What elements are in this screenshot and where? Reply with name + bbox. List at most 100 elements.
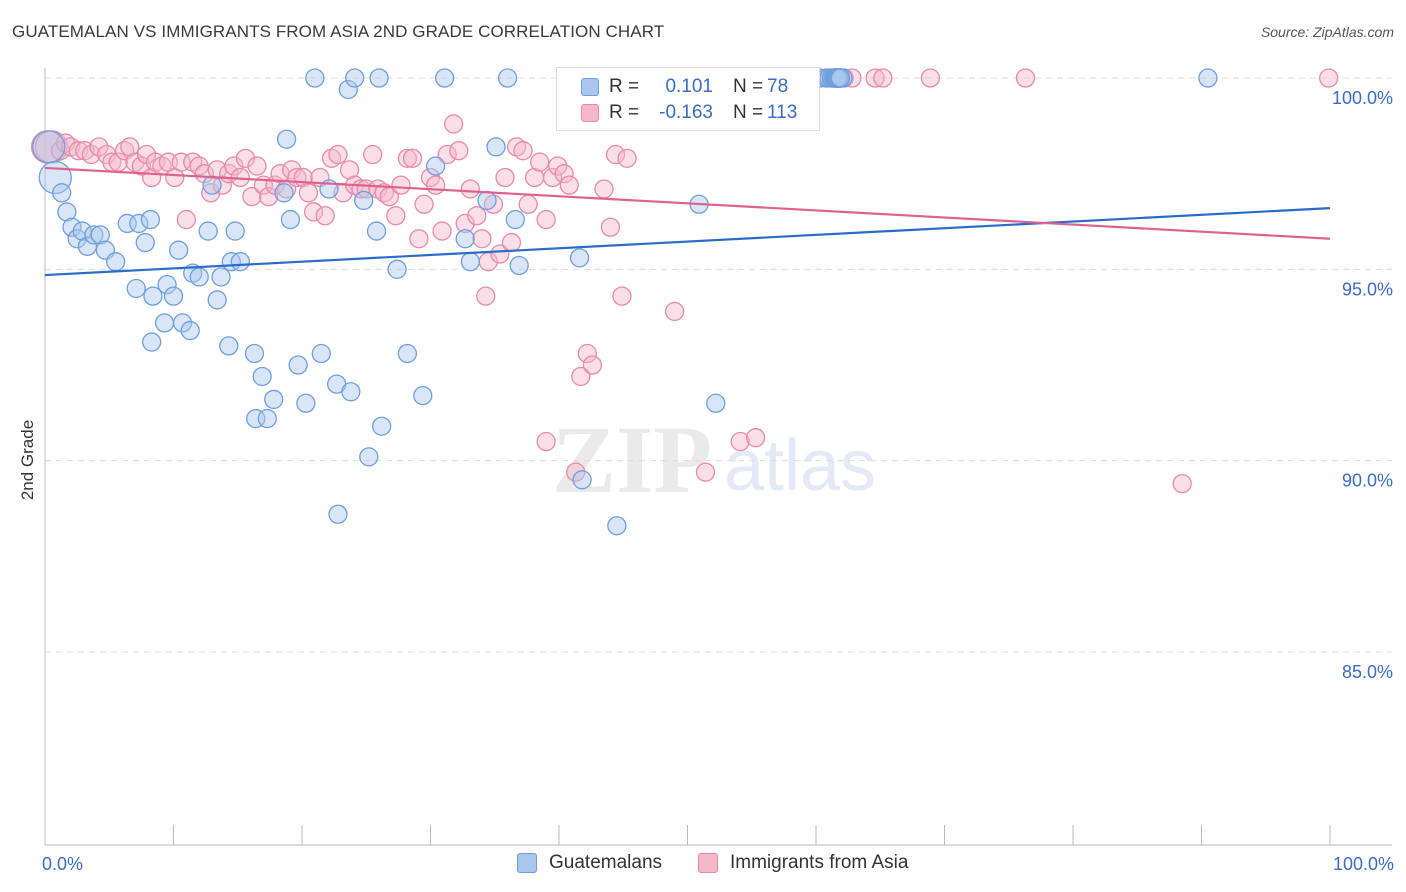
y-tick-label: 100.0% bbox=[1332, 88, 1393, 108]
point-guatemalans bbox=[425, 156, 446, 176]
point-guatemalans bbox=[338, 79, 358, 100]
point-immigrants-asia bbox=[328, 144, 348, 165]
trend-line-immigrants-asia bbox=[44, 166, 1331, 240]
point-immigrants-asia bbox=[303, 202, 324, 222]
point-guatemalans bbox=[257, 408, 277, 429]
point-immigrants-asia bbox=[665, 301, 685, 322]
point-immigrants-asia bbox=[501, 232, 522, 253]
point-guatemalans bbox=[264, 389, 284, 410]
point-immigrants-asia bbox=[235, 148, 256, 169]
point-guatemalans bbox=[168, 240, 189, 260]
legend-row-immigrants-asia: R = -0.163 N = 113 bbox=[557, 100, 797, 126]
point-guatemalans bbox=[140, 209, 161, 230]
x-tick-label-right: 100.0% bbox=[1333, 854, 1394, 874]
point-immigrants-asia bbox=[745, 428, 766, 448]
point-guatemalans bbox=[77, 236, 98, 257]
point-guatemalans bbox=[180, 320, 200, 341]
point-immigrants-asia bbox=[513, 141, 533, 161]
point-guatemalans bbox=[509, 255, 529, 276]
legend-swatch-immigrants-asia bbox=[698, 853, 718, 873]
series-legend: Guatemalans Immigrants from Asia bbox=[0, 852, 1406, 876]
point-guatemalans bbox=[359, 447, 379, 467]
point-guatemalans bbox=[477, 190, 497, 211]
point-immigrants-asia bbox=[582, 355, 603, 375]
point-immigrants-asia bbox=[242, 186, 262, 207]
point-guatemalans bbox=[296, 393, 316, 413]
trend-layer bbox=[44, 166, 1331, 277]
point-guatemalans bbox=[372, 416, 392, 436]
point-guatemalans bbox=[369, 68, 389, 88]
point-immigrants-asia bbox=[530, 152, 550, 172]
point-guatemalans bbox=[328, 504, 348, 524]
point-immigrants-asia bbox=[594, 179, 614, 199]
point-immigrants-asia bbox=[559, 175, 579, 195]
point-immigrants-asia bbox=[315, 206, 335, 226]
point-immigrants-asia bbox=[865, 68, 885, 88]
point-immigrants-asia bbox=[339, 160, 360, 180]
point-guatemalans bbox=[572, 470, 592, 490]
legend-swatch-pink bbox=[581, 104, 599, 122]
point-guatemalans bbox=[830, 68, 851, 88]
legend-n-value: 113 bbox=[767, 102, 798, 123]
point-immigrants-asia bbox=[612, 286, 632, 306]
point-guatemalans bbox=[252, 366, 272, 387]
point-immigrants-asia bbox=[472, 229, 492, 249]
point-guatemalans bbox=[397, 343, 418, 364]
point-guatemalans bbox=[341, 382, 361, 402]
point-immigrants-asia bbox=[89, 137, 109, 157]
point-immigrants-asia bbox=[460, 179, 480, 199]
point-immigrants-asia bbox=[605, 144, 626, 165]
point-guatemalans bbox=[460, 252, 480, 272]
point-immigrants-asia bbox=[1319, 68, 1339, 88]
point-guatemalans bbox=[84, 225, 104, 245]
point-immigrants-asia bbox=[571, 366, 591, 387]
point-guatemalans bbox=[486, 137, 506, 157]
legend-item-guatemalans[interactable]: Guatemalans bbox=[517, 852, 662, 874]
y-tick-label: 90.0% bbox=[1342, 471, 1393, 491]
point-immigrants-asia bbox=[1172, 473, 1192, 494]
point-immigrants-asia bbox=[542, 167, 563, 188]
point-guatemalans bbox=[189, 267, 209, 287]
point-immigrants-asia bbox=[920, 68, 941, 88]
point-immigrants-asia bbox=[81, 144, 101, 165]
point-guatemalans bbox=[57, 202, 77, 222]
y-tick-label: 95.0% bbox=[1342, 279, 1393, 299]
legend-n-value: 78 bbox=[767, 76, 789, 97]
point-immigrants-asia bbox=[391, 175, 411, 195]
point-guatemalans bbox=[387, 259, 407, 279]
point-immigrants-asia bbox=[617, 148, 637, 169]
point-immigrants-asia bbox=[554, 164, 574, 184]
point-guatemalans bbox=[142, 332, 162, 352]
point-guatemalans bbox=[305, 68, 325, 88]
source-label: Source: ZipAtlas.com bbox=[1260, 24, 1394, 40]
point-immigrants-asia bbox=[224, 156, 244, 176]
point-immigrants-asia bbox=[495, 167, 515, 188]
point-guatemalans bbox=[230, 252, 250, 272]
point-immigrants-asia bbox=[363, 144, 383, 165]
point-immigrants-asia bbox=[397, 148, 418, 169]
point-guatemalans bbox=[52, 183, 72, 203]
point-guatemalans bbox=[288, 355, 308, 375]
point-guatemalans bbox=[366, 221, 387, 241]
point-immigrants-asia bbox=[536, 209, 556, 230]
point-guatemalans bbox=[207, 290, 227, 310]
legend-item-immigrants-asia[interactable]: Immigrants from Asia bbox=[698, 852, 908, 874]
point-immigrants-asia bbox=[425, 175, 446, 195]
point-immigrants-asia bbox=[247, 156, 267, 176]
y-axis-label: 2nd Grade bbox=[18, 420, 37, 500]
point-immigrants-asia bbox=[437, 144, 457, 165]
point-guatemalans bbox=[90, 225, 110, 245]
point-immigrants-asia bbox=[201, 183, 221, 203]
legend-n-label: N = bbox=[733, 76, 764, 97]
point-guatemalans bbox=[198, 221, 218, 241]
point-immigrants-asia bbox=[566, 462, 586, 482]
point-guatemalans bbox=[163, 286, 184, 306]
point-guatemalans bbox=[62, 217, 82, 237]
stats-legend: R = 0.101 N = 78 R = -0.163 N = 113 bbox=[556, 67, 820, 131]
point-guatemalans bbox=[354, 190, 374, 211]
point-guatemalans bbox=[505, 209, 525, 230]
point-guatemalans bbox=[455, 229, 475, 249]
legend-r-label: R = bbox=[609, 76, 640, 97]
point-immigrants-asia bbox=[258, 186, 279, 207]
